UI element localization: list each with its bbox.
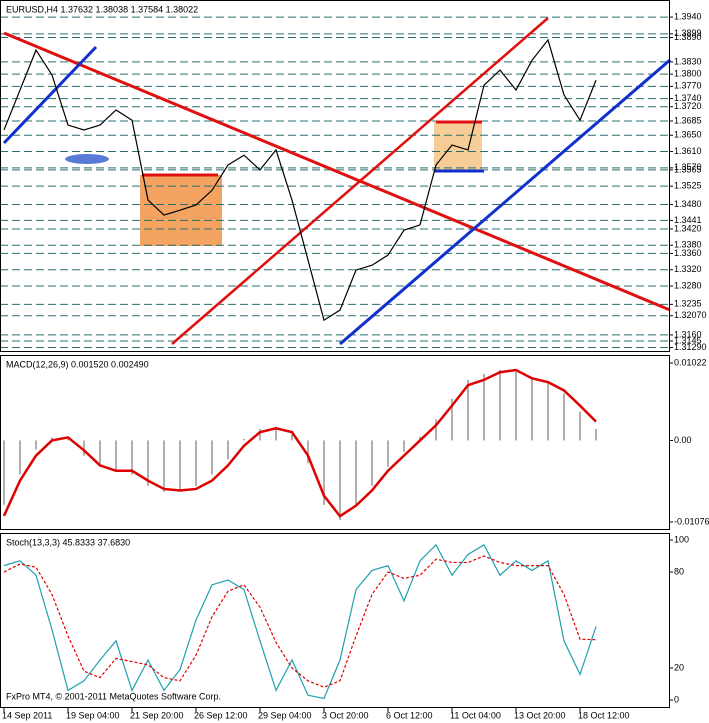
y-tick-label: 1.32070 xyxy=(674,310,707,320)
y-tick-label: 20 xyxy=(674,662,684,672)
y-tick-label: 1.3610 xyxy=(674,146,702,156)
x-tick-label: 29 Sep 04:00 xyxy=(258,710,312,720)
y-tick-label: 1.3720 xyxy=(674,101,702,111)
x-tick-label: 11 Oct 04:00 xyxy=(450,710,501,720)
panel-frame xyxy=(0,355,670,530)
trend-line xyxy=(3,31,671,312)
y-tick-label: 1.3360 xyxy=(674,248,702,258)
y-tick-label: 1.3320 xyxy=(674,264,702,274)
y-tick-label: 0.01022 xyxy=(674,357,707,367)
y-tick-label: 1.3160 xyxy=(674,329,702,339)
y-tick-label: 1.3480 xyxy=(674,199,702,209)
y-tick-label: 1.3420 xyxy=(674,223,702,233)
y-tick-label: 1.3280 xyxy=(674,280,702,290)
y-tick-label: 1.3800 xyxy=(674,69,702,79)
footer: FxPro MT4, © 2001-2011 MetaQuotes Softwa… xyxy=(6,691,221,701)
panel-frame xyxy=(0,533,670,708)
y-tick-label: 1.3899 xyxy=(674,28,702,38)
y-tick-label: 80 xyxy=(674,566,684,576)
y-tick-label: 1.3441 xyxy=(674,215,702,225)
x-tick-label: 18 Oct 12:00 xyxy=(578,710,630,720)
panel-title: MACD(12,26,9) 0.001520 0.002490 xyxy=(6,359,149,369)
marker xyxy=(65,154,109,164)
x-tick-label: 6 Oct 12:00 xyxy=(386,710,433,720)
range-box xyxy=(434,122,482,170)
panel-title: EURUSD,H4 1.37632 1.38038 1.37584 1.3802… xyxy=(6,4,198,14)
y-tick-label: 1.31290 xyxy=(674,342,707,352)
x-tick-label: 3 Oct 20:00 xyxy=(322,710,369,720)
trend-line xyxy=(171,17,549,345)
x-tick-label: 19 Sep 04:00 xyxy=(66,710,120,720)
series-line xyxy=(3,38,597,322)
y-tick-label: 1.3740 xyxy=(674,93,702,103)
panel-title: Stoch(13,3,3) 45.8333 37.6830 xyxy=(6,537,130,547)
y-tick-label: 1.3380 xyxy=(674,240,702,250)
y-tick-label: 1.3770 xyxy=(674,81,702,91)
x-tick-label: 14 Sep 2011 xyxy=(2,710,52,720)
y-tick-label: 1.3890 xyxy=(674,32,702,42)
series-line xyxy=(3,555,597,688)
y-tick-label: 1.3830 xyxy=(674,56,702,66)
series-line xyxy=(2,368,597,518)
y-tick-label: 0 xyxy=(674,694,679,704)
panel-frame xyxy=(0,0,670,352)
y-tick-label: 1.3650 xyxy=(674,130,702,140)
y-tick-label: 1.3570 xyxy=(674,162,702,172)
y-tick-label: -0.01076 xyxy=(674,516,709,526)
series-line xyxy=(3,543,597,700)
x-tick-label: 21 Sep 20:00 xyxy=(130,710,184,720)
y-tick-label: 1.3565 xyxy=(674,164,702,174)
y-tick-label: 100 xyxy=(674,534,689,544)
y-tick-label: 1.3235 xyxy=(674,299,702,309)
x-tick-label: 26 Sep 12:00 xyxy=(194,710,248,720)
y-tick-label: 1.3525 xyxy=(674,181,702,191)
y-tick-label: 1.3685 xyxy=(674,115,702,125)
y-tick-label: 1.3940 xyxy=(674,11,702,21)
y-tick-label: 1.3145 xyxy=(674,335,702,345)
y-tick-label: 0.00 xyxy=(674,435,692,445)
x-tick-label: 13 Oct 20:00 xyxy=(514,710,566,720)
trend-line xyxy=(2,45,98,145)
trend-line xyxy=(339,58,671,346)
